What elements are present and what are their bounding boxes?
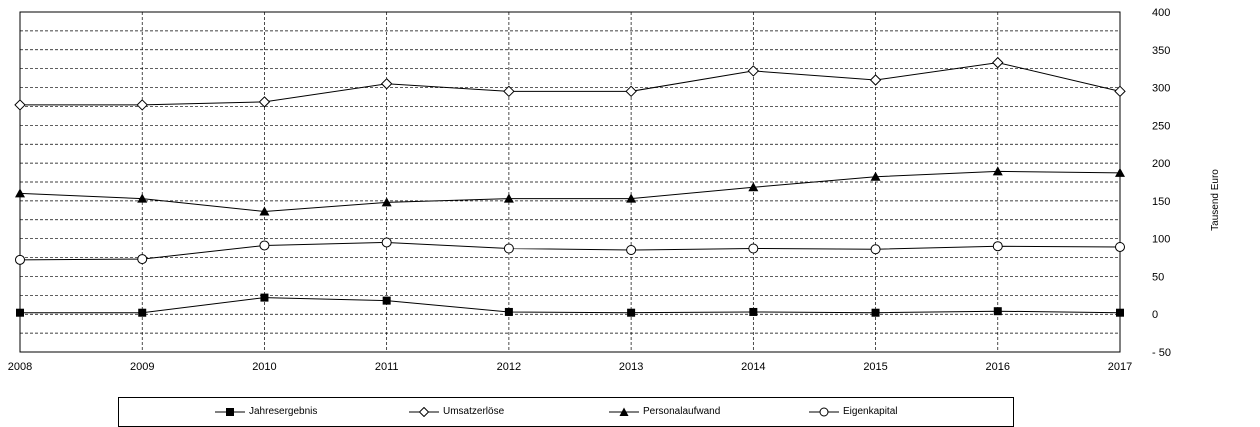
data-point	[993, 307, 1002, 316]
data-point	[503, 243, 514, 254]
data-point	[626, 245, 637, 255]
data-point	[137, 193, 148, 203]
y-tick-label: 50	[1152, 271, 1164, 283]
data-point	[870, 171, 881, 181]
legend: Jahresergebnis Umsatzerlöse Personalaufw…	[118, 397, 1014, 427]
data-point	[16, 308, 24, 317]
x-tick-label: 2014	[741, 361, 765, 373]
y-axis-label: Tausend Euro	[1210, 169, 1221, 231]
series-group	[14, 56, 1126, 317]
data-point	[747, 65, 760, 77]
x-tick-label: 2008	[8, 361, 32, 373]
data-point	[138, 308, 147, 317]
data-point	[136, 99, 148, 111]
data-point	[137, 254, 148, 265]
data-point	[1115, 167, 1125, 177]
series-line	[19, 241, 1121, 261]
plot-frame	[19, 11, 1121, 353]
data-point	[627, 308, 636, 317]
y-tick-label: 200	[1152, 158, 1170, 170]
data-point	[259, 206, 270, 216]
data-point	[382, 296, 391, 305]
y-tick-label: 300	[1152, 83, 1170, 95]
series-umsatzerlöse	[14, 56, 1126, 111]
legend-item-jahresergebnis: Jahresergebnis	[215, 406, 317, 417]
x-tick-label: 2016	[986, 361, 1010, 373]
x-axis-ticks: 2008 2009 2010 2011 2012 2013 2014 2015 2016 2017	[8, 361, 1132, 373]
y-tick-label: 350	[1152, 45, 1170, 57]
circle-marker-icon	[809, 407, 839, 416]
data-point	[258, 96, 271, 108]
legend-label: Umsatzerlöse	[443, 406, 505, 417]
series-line	[20, 297, 1121, 314]
line-chart: 400 350 300 250 200 150 100 50 0 - 50 2008 2009 201…	[8, 7, 1221, 373]
legend-item-umsatzerloese: Umsatzerlöse	[409, 406, 504, 417]
data-point	[1114, 85, 1126, 98]
data-point	[15, 188, 25, 198]
x-tick-label: 2013	[619, 361, 643, 373]
data-point	[15, 254, 25, 265]
x-tick-label: 2010	[252, 361, 276, 373]
square-marker-icon	[215, 407, 245, 416]
data-point	[259, 240, 270, 251]
series-eigenkapital	[15, 237, 1125, 265]
series-personalaufwand	[15, 166, 1125, 216]
diamond-marker-icon	[409, 406, 439, 417]
data-point	[504, 307, 513, 316]
x-tick-label: 2011	[375, 361, 399, 373]
data-point	[1116, 308, 1124, 317]
data-point	[749, 307, 758, 316]
data-point	[869, 74, 882, 86]
data-point	[503, 193, 514, 203]
data-point	[748, 243, 759, 254]
data-point	[503, 85, 515, 98]
legend-label: Jahresergebnis	[249, 406, 318, 417]
chart-grid	[20, 12, 1120, 352]
x-tick-label: 2009	[130, 361, 154, 373]
data-point	[381, 237, 392, 248]
y-tick-label: 150	[1152, 196, 1170, 208]
legend-item-eigenkapital: Eigenkapital	[809, 406, 897, 417]
y-tick-label: 250	[1152, 120, 1170, 132]
data-point	[871, 308, 880, 317]
legend-item-personalaufwand: Personalaufwand	[609, 406, 720, 417]
x-tick-label: 2017	[1108, 361, 1132, 373]
series-line	[19, 170, 1121, 212]
data-point	[381, 197, 392, 207]
data-point	[1115, 241, 1125, 252]
y-axis-ticks: 400 350 300 250 200 150 100 50 0 - 50	[1152, 7, 1171, 359]
triangle-marker-icon	[609, 407, 639, 416]
data-point	[992, 56, 1004, 69]
data-point	[626, 193, 637, 203]
series-line	[20, 62, 1121, 106]
y-tick-label: 100	[1152, 234, 1170, 246]
y-tick-label: 0	[1152, 309, 1158, 321]
data-point	[992, 241, 1003, 252]
data-point	[14, 99, 26, 111]
x-tick-label: 2015	[863, 361, 887, 373]
data-point	[748, 182, 759, 192]
legend-label: Eigenkapital	[843, 406, 898, 417]
data-point	[625, 85, 637, 98]
y-tick-label: 400	[1152, 7, 1170, 19]
data-point	[870, 244, 881, 255]
data-point	[260, 293, 269, 302]
data-point	[380, 78, 393, 90]
x-tick-label: 2012	[497, 361, 521, 373]
y-tick-label: - 50	[1152, 347, 1171, 359]
series-jahresergebnis	[16, 293, 1124, 317]
data-point	[992, 166, 1003, 176]
legend-label: Personalaufwand	[643, 406, 721, 417]
